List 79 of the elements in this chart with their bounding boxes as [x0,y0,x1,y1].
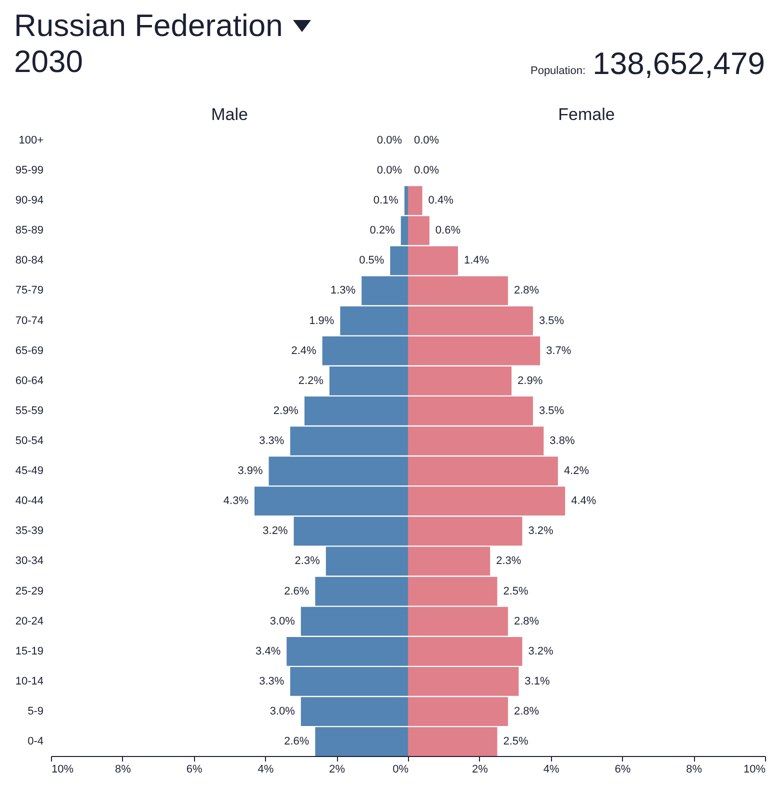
data-label: 2.6% [284,585,310,598]
y-tick-label: 65-69 [15,344,44,357]
y-tick-label: 100+ [18,134,44,146]
data-label: 2.9% [518,374,543,387]
y-tick-label: 90-94 [15,194,44,207]
data-label: 2.8% [514,706,540,718]
data-label: 0.0% [414,134,440,146]
data-label: 3.7% [546,344,572,357]
data-label: 2.8% [514,615,540,628]
data-label: 0.5% [359,254,384,267]
y-tick-label: 10-14 [15,675,44,688]
data-label: 0.0% [376,164,402,176]
y-tick-label: 60-64 [15,374,44,387]
x-tick-label: 8% [114,764,132,776]
x-tick-label: 2% [472,764,488,776]
data-label: 2.8% [514,284,540,297]
data-label: 3.3% [259,675,284,688]
data-label: 2.2% [298,374,324,387]
x-tick-label: 0% [392,764,409,776]
y-tick-label: 20-24 [15,615,44,628]
text: Population: 138,652,479 [530,46,765,81]
data-label: 3.0% [270,615,296,628]
chart-title: Female [558,105,615,124]
y-tick-label: 80-84 [15,254,44,267]
data-label: 3.5% [538,404,564,417]
y-tick-label: 70-74 [15,314,44,327]
data-label: 3.1% [524,675,550,688]
data-label: 1.4% [464,254,490,267]
data-label: 3.2% [262,525,288,538]
data-label: 3.3% [259,435,284,447]
data-label: 3.4% [256,645,281,658]
data-label: 0.0% [376,134,402,146]
y-tick-label: 85-89 [15,224,44,237]
data-label: 2.3% [294,555,320,568]
y-tick-label: 45-49 [15,465,44,478]
y-tick-label: 55-59 [15,404,44,417]
x-tick-label: 4% [543,764,560,776]
data-label: 3.2% [528,525,554,538]
y-tick-label: 25-29 [15,585,44,598]
y-tick-label: 40-44 [15,495,44,508]
data-label: 0.6% [435,224,461,237]
y-tick-label: 5-9 [28,706,44,718]
x-tick-label: 2% [329,764,346,776]
chart-title: Male [211,105,248,124]
data-label: 3.9% [238,465,263,478]
x-tick-label: 8% [686,764,702,776]
data-label: 3.0% [270,706,296,718]
x-tick-label: 6% [186,764,202,776]
data-label: 2.6% [284,736,310,748]
y-tick-label: 15-19 [15,645,44,658]
x-tick-label: 4% [258,764,274,776]
data-label: 0.2% [370,224,396,237]
y-tick-label: 35-39 [15,525,44,538]
y-tick-label: 30-34 [15,555,44,568]
y-tick-label: 95-99 [15,164,44,176]
data-label: 4.2% [564,465,590,478]
data-label: 2.3% [496,555,522,568]
data-label: 3.8% [550,435,575,447]
y-tick-label: 75-79 [15,284,44,297]
y-tick-label: 50-54 [15,435,44,447]
text: Russian Federation [14,8,283,44]
text: 2030 [14,44,83,79]
data-label: 4.4% [571,495,596,508]
data-label: 2.5% [503,585,529,598]
data-label: 2.9% [273,404,299,417]
data-label: 1.3% [330,284,356,297]
data-label: 1.9% [309,314,334,327]
data-label: 0.0% [414,164,440,176]
data-label: 0.1% [373,194,399,207]
x-tick-label: 10% [52,764,74,776]
data-label: 2.4% [291,344,317,357]
x-tick-label: 10% [743,764,766,776]
data-label: 3.2% [528,645,554,658]
data-label: 0.4% [428,194,454,207]
data-label: 2.5% [503,736,529,748]
y-tick-label: 0-4 [28,736,44,748]
data-label: 3.5% [538,314,564,327]
data-label: 4.3% [223,495,249,508]
x-tick-label: 6% [614,764,631,776]
